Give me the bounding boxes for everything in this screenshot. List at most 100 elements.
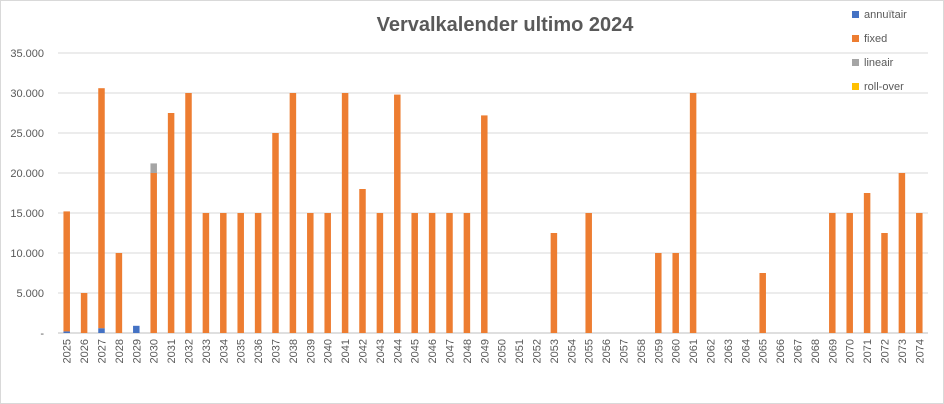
x-tick-label: 2071: [862, 339, 874, 363]
bar-fixed-2026: [80, 293, 88, 333]
chart-title: Vervalkalender ultimo 2024: [377, 14, 635, 36]
bar-fixed-2045: [411, 213, 418, 333]
x-tick-label: 2057: [619, 339, 631, 363]
x-tick-label: 2058: [636, 339, 648, 363]
x-tick-label: 2045: [410, 339, 422, 363]
bar-fixed-2041: [341, 93, 349, 333]
legend: annuïtair fixed lineair roll-over: [852, 9, 907, 93]
bar-fixed-2035: [237, 213, 244, 333]
y-tick-label: 25.000: [10, 128, 44, 140]
legend-swatch-fixed: [852, 35, 859, 42]
bar-fixed-2046: [428, 213, 436, 333]
bar-fixed-2043: [376, 213, 384, 333]
bar-annuïtair-2027: [98, 328, 105, 333]
bar-fixed-2047: [446, 213, 453, 333]
x-tick-label: 2061: [688, 339, 700, 363]
x-tick-label: 2052: [532, 339, 544, 363]
y-tick-label: 15.000: [10, 208, 44, 220]
bar-fixed-2040: [324, 213, 331, 333]
bar-fixed-2059: [655, 253, 662, 333]
x-tick-label: 2065: [758, 339, 770, 363]
x-tick-label: 2055: [584, 339, 596, 363]
x-tick-label: 2059: [653, 339, 665, 363]
legend-swatch-roll-over: [852, 83, 859, 90]
bar-fixed-2028: [115, 253, 123, 333]
bar-fixed-2049: [481, 115, 488, 334]
x-tick-label: 2054: [566, 339, 578, 363]
x-tick-label: 2072: [880, 339, 892, 363]
y-tick-label: 5.000: [16, 288, 44, 300]
legend-swatch-lineair: [852, 59, 859, 66]
y-tick-label: 20.000: [10, 168, 44, 180]
x-tick-label: 2039: [305, 339, 317, 363]
x-tick-label: 2043: [375, 339, 387, 363]
bar-fixed-2036: [254, 213, 262, 333]
bar-fixed-2033: [202, 213, 210, 333]
x-tick-label: 2064: [740, 339, 752, 363]
x-tick-label: 2038: [288, 339, 300, 363]
x-tick-label: 2062: [706, 339, 718, 363]
y-tick-label: 35.000: [10, 48, 44, 60]
x-tick-label: 2025: [62, 339, 74, 363]
bar-fixed-2061: [689, 93, 697, 333]
bar-fixed-2044: [394, 94, 401, 333]
x-tick-label: 2031: [166, 339, 178, 363]
legend-label-fixed: fixed: [864, 33, 887, 45]
x-tick-label: 2027: [97, 339, 109, 363]
x-tick-label: 2035: [236, 339, 248, 363]
legend-label-annuïtair: annuïtair: [864, 9, 907, 21]
x-tick-label: 2036: [253, 339, 265, 363]
x-tick-label: 2056: [601, 339, 613, 363]
x-tick-label: 2050: [497, 339, 509, 363]
bar-lineair-2030: [150, 163, 157, 173]
legend-swatch-annuïtair: [852, 11, 859, 18]
bar-fixed-2027: [98, 88, 105, 329]
bar-fixed-2055: [585, 213, 592, 333]
x-tick-label: 2037: [271, 339, 283, 363]
x-tick-label: 2026: [79, 339, 91, 363]
bar-fixed-2037: [272, 133, 279, 333]
x-tick-label: 2068: [810, 339, 822, 363]
x-tick-label: 2047: [445, 339, 457, 363]
y-tick-label: 10.000: [10, 248, 44, 260]
y-tick-label: 30.000: [10, 88, 44, 100]
y-tick-label: -: [40, 328, 44, 340]
bar-fixed-2053: [550, 233, 558, 333]
bar-fixed-2074: [916, 213, 923, 333]
x-tick-label: 2069: [827, 339, 839, 363]
x-tick-label: 2029: [131, 339, 143, 363]
bar-fixed-2071: [863, 193, 871, 333]
bar-fixed-2069: [829, 213, 836, 333]
legend-label-roll-over: roll-over: [864, 81, 904, 93]
x-tick-label: 2053: [549, 339, 561, 363]
bar-annuïtair-2025: [63, 331, 70, 333]
x-tick-label: 2030: [149, 339, 161, 363]
x-tick-label: 2028: [114, 339, 126, 363]
bar-fixed-2025: [63, 211, 70, 332]
x-tick-label: 2048: [462, 339, 474, 363]
bar-fixed-2073: [898, 173, 906, 333]
x-axis-ticks: 2025 2026 2027 2028 2029 2030 2031 2032 2033 2034…: [62, 339, 927, 363]
x-tick-label: 2041: [340, 339, 352, 363]
x-tick-label: 2051: [514, 339, 526, 363]
x-tick-label: 2044: [392, 339, 404, 363]
x-tick-label: 2060: [671, 339, 683, 363]
bar-fixed-2065: [759, 273, 766, 333]
bar-fixed-2060: [672, 253, 679, 333]
x-tick-label: 2070: [845, 339, 857, 363]
x-tick-label: 2042: [358, 339, 370, 363]
x-tick-label: 2034: [218, 339, 230, 363]
y-axis-ticks: - 5.000 10.000 15.000 20.000 25.000 30.000 35.0…: [10, 48, 44, 340]
x-tick-label: 2046: [427, 339, 439, 363]
x-tick-label: 2066: [775, 339, 787, 363]
bars: [63, 88, 923, 334]
bar-fixed-2072: [881, 233, 888, 333]
bar-fixed-2032: [185, 93, 192, 333]
x-tick-label: 2040: [323, 339, 335, 363]
bar-fixed-2039: [307, 213, 314, 333]
legend-label-lineair: lineair: [864, 57, 894, 69]
x-tick-label: 2032: [184, 339, 196, 363]
bar-fixed-2030: [150, 173, 157, 333]
